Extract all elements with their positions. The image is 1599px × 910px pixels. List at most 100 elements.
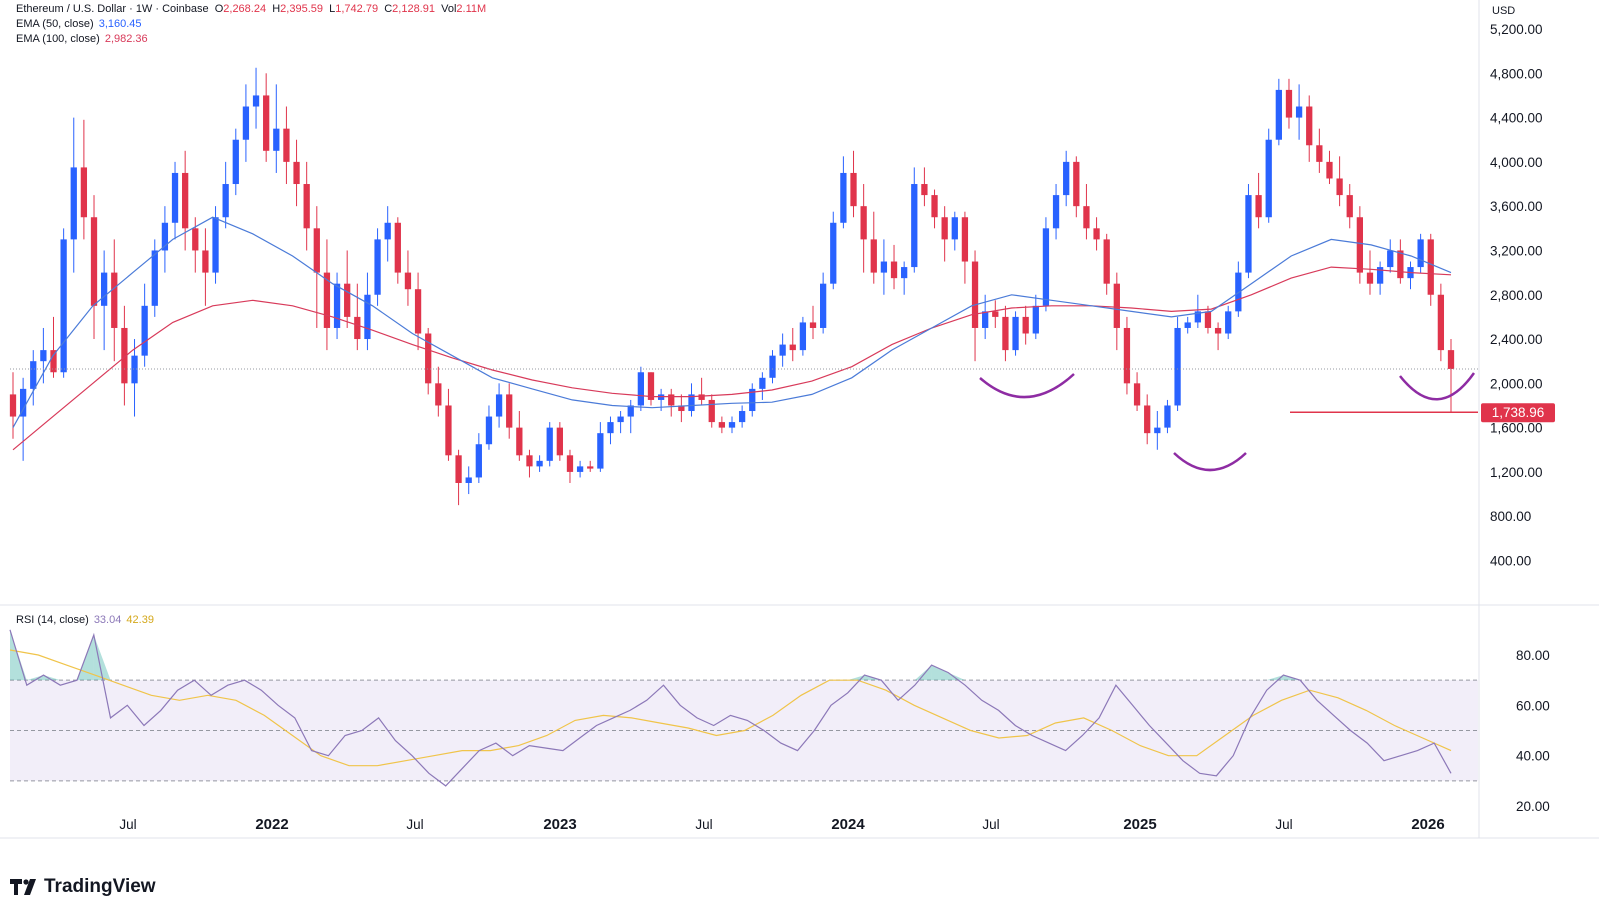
candle-body <box>982 311 989 328</box>
candle-body <box>1042 228 1050 306</box>
candle-body <box>1245 195 1252 273</box>
candle-body <box>414 289 422 334</box>
candle-body <box>121 327 128 384</box>
candle-body <box>1295 106 1303 118</box>
candle-body <box>688 394 695 412</box>
ema100-legend: EMA (100, close) 2,982.36 <box>16 33 148 45</box>
axes: USD 400.00 800.00 1,200.00 1,600.00 2,000.00 2… <box>0 0 1599 839</box>
close-label: C <box>384 3 393 15</box>
candle-body <box>830 222 837 284</box>
candle-body <box>738 411 746 423</box>
candle-body <box>1265 139 1272 218</box>
candle-body <box>1387 250 1394 268</box>
candle-body <box>698 394 705 400</box>
candle-body <box>344 283 351 317</box>
candle-body <box>566 455 574 472</box>
candle-body <box>637 372 644 406</box>
candle-body <box>546 427 553 461</box>
candle-body <box>495 394 503 417</box>
rsi-tick-label: 40.00 <box>1516 749 1550 764</box>
candle-body <box>840 172 847 223</box>
candle-body <box>1417 239 1424 268</box>
candle-body <box>870 239 877 273</box>
candle-body <box>607 422 614 434</box>
candle-body <box>1063 161 1070 196</box>
symbol-legend: Ethereum / U.S. Dollar · 1W · Coinbase O… <box>16 3 486 15</box>
time-tick-label: Jul <box>695 817 712 832</box>
candle-body <box>941 217 948 240</box>
candle-body <box>182 172 189 229</box>
candle-body <box>151 250 158 306</box>
candle-body <box>1194 311 1201 323</box>
candle-body <box>789 344 796 351</box>
candle-body <box>718 422 726 428</box>
candle-body <box>9 394 17 417</box>
price-tick-label: 5,200.00 <box>1490 22 1543 37</box>
time-tick-label: 2025 <box>1123 816 1156 833</box>
candle-body <box>1427 239 1434 295</box>
open-label: O <box>214 3 224 15</box>
candle-body <box>161 222 169 251</box>
candle-body <box>485 416 493 445</box>
candle-body <box>708 399 715 423</box>
candle-body <box>961 217 969 262</box>
candle-body <box>1174 327 1181 406</box>
price-tick-label: 2,000.00 <box>1490 376 1543 391</box>
price-tick-label: 4,000.00 <box>1490 155 1543 170</box>
rsi-legend: RSI (14, close) 33.04 42.39 <box>16 614 154 626</box>
candle-body <box>80 167 88 218</box>
right-shoulder-arc <box>1399 372 1476 401</box>
open-value: 2,268.24 <box>223 3 267 15</box>
candle-body <box>222 184 229 218</box>
candle-body <box>1376 267 1384 284</box>
candle-body <box>1103 239 1110 284</box>
candle-body <box>820 283 827 328</box>
candle-body <box>890 261 898 279</box>
time-tick-label: 2024 <box>831 816 865 833</box>
candle-body <box>556 427 563 456</box>
candle-body <box>171 172 179 223</box>
candle-body <box>1144 405 1151 434</box>
candle-body <box>242 106 250 140</box>
price-tick-label: 3,200.00 <box>1490 243 1543 258</box>
candle-body <box>30 361 37 389</box>
candle-body <box>1123 327 1131 384</box>
candle-body <box>647 372 655 400</box>
brand-name: TradingView <box>44 876 156 897</box>
candle-body <box>860 206 867 240</box>
candle-body <box>60 239 67 373</box>
candle-body <box>1073 161 1080 207</box>
price-tick-label: 3,600.00 <box>1490 199 1543 214</box>
candle-body <box>283 128 290 162</box>
support-price-badge <box>1481 403 1555 423</box>
candle-body <box>394 222 401 273</box>
rsi-pane <box>9 629 1478 787</box>
candle-body <box>1437 294 1445 351</box>
close-value: 2,128.91 <box>392 3 435 15</box>
candle-body <box>1356 217 1363 273</box>
candle-body <box>90 217 98 306</box>
high-value: 2,395.59 <box>280 3 323 15</box>
rsi-overbought-fill <box>914 665 932 681</box>
candle-body <box>303 184 310 229</box>
candle-body <box>475 444 482 478</box>
candle-body <box>1275 89 1282 140</box>
candle-body <box>678 405 685 412</box>
candle-body <box>1012 316 1019 351</box>
ema50-legend: EMA (50, close) 3,160.45 <box>16 18 142 30</box>
candle-body <box>404 272 412 290</box>
candle-body <box>455 455 462 483</box>
price-pane <box>9 67 1478 506</box>
price-tick-label: 4,400.00 <box>1490 111 1543 126</box>
tradingview-icon <box>10 879 36 895</box>
price-tick-label: 1,200.00 <box>1490 465 1543 480</box>
candle-body <box>668 394 675 406</box>
candle-body <box>506 394 513 428</box>
candle-body <box>192 228 199 251</box>
candle-body <box>911 184 918 268</box>
candle-body <box>779 344 786 356</box>
candle-body <box>252 95 260 107</box>
candle-body <box>728 422 736 428</box>
low-value: 1,742.79 <box>335 3 379 15</box>
rsi-label: RSI (14, close) <box>16 614 89 626</box>
